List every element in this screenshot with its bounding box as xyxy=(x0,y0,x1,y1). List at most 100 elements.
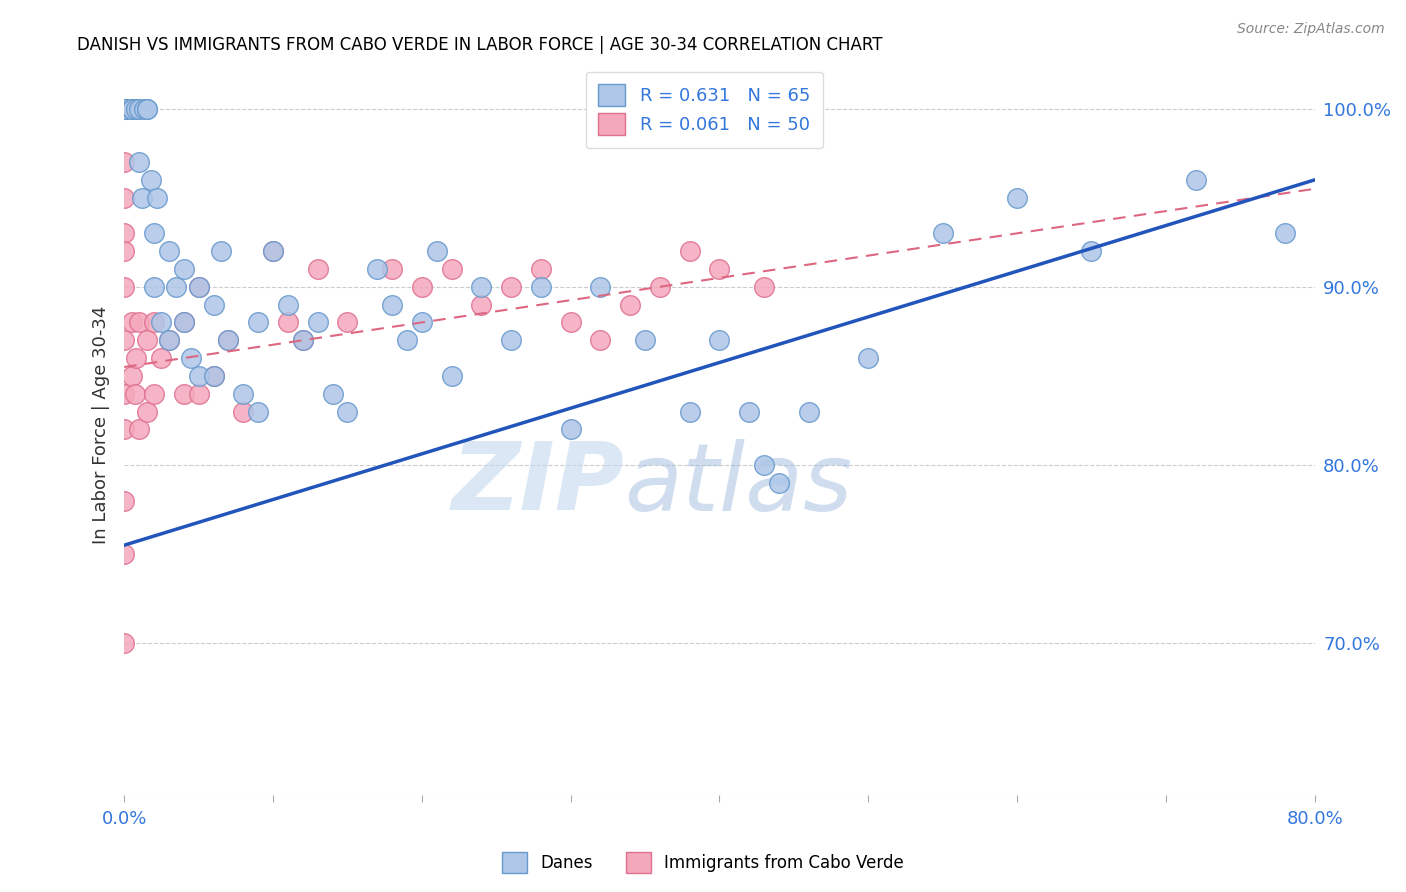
Point xyxy=(291,333,314,347)
Point xyxy=(135,102,157,116)
Point xyxy=(112,386,135,401)
Point xyxy=(634,333,657,347)
Point xyxy=(121,102,143,116)
Point xyxy=(139,173,162,187)
Point xyxy=(157,333,180,347)
Point xyxy=(125,102,148,116)
Point xyxy=(470,280,492,294)
Point xyxy=(143,227,166,241)
Point xyxy=(112,280,135,294)
Point xyxy=(112,422,135,436)
Point xyxy=(738,404,761,418)
Point xyxy=(797,404,820,418)
Point xyxy=(132,102,155,116)
Text: DANISH VS IMMIGRANTS FROM CABO VERDE IN LABOR FORCE | AGE 30-34 CORRELATION CHAR: DANISH VS IMMIGRANTS FROM CABO VERDE IN … xyxy=(77,36,883,54)
Point xyxy=(112,102,135,116)
Point xyxy=(143,315,166,329)
Point xyxy=(931,227,953,241)
Point xyxy=(232,386,254,401)
Point xyxy=(277,297,299,311)
Point xyxy=(277,315,299,329)
Point xyxy=(112,547,135,561)
Point xyxy=(146,191,169,205)
Point xyxy=(135,102,157,116)
Point xyxy=(501,333,523,347)
Point xyxy=(209,244,232,259)
Point xyxy=(336,315,359,329)
Point xyxy=(381,262,404,277)
Point xyxy=(679,244,702,259)
Legend: R = 0.631   N = 65, R = 0.061   N = 50: R = 0.631 N = 65, R = 0.061 N = 50 xyxy=(586,71,823,148)
Point xyxy=(124,386,146,401)
Point xyxy=(112,102,135,116)
Point xyxy=(589,280,612,294)
Point xyxy=(121,102,143,116)
Point xyxy=(121,368,143,383)
Point xyxy=(395,333,418,347)
Point xyxy=(150,315,173,329)
Point xyxy=(752,280,775,294)
Point xyxy=(411,315,433,329)
Point xyxy=(619,297,641,311)
Point xyxy=(307,262,329,277)
Point xyxy=(768,475,790,490)
Point xyxy=(648,280,671,294)
Point xyxy=(470,297,492,311)
Point xyxy=(135,333,157,347)
Point xyxy=(589,333,612,347)
Point xyxy=(247,404,270,418)
Point xyxy=(112,102,135,116)
Point xyxy=(112,191,135,205)
Text: Source: ZipAtlas.com: Source: ZipAtlas.com xyxy=(1237,22,1385,37)
Point xyxy=(336,404,359,418)
Point xyxy=(112,102,135,116)
Point xyxy=(217,333,239,347)
Point xyxy=(1005,191,1028,205)
Text: atlas: atlas xyxy=(624,439,852,530)
Point xyxy=(143,386,166,401)
Point xyxy=(121,102,143,116)
Point xyxy=(121,315,143,329)
Point xyxy=(150,351,173,365)
Point xyxy=(530,262,553,277)
Point xyxy=(307,315,329,329)
Point xyxy=(173,315,195,329)
Point xyxy=(440,368,463,383)
Point xyxy=(381,297,404,311)
Point xyxy=(530,280,553,294)
Point xyxy=(187,280,209,294)
Point xyxy=(143,280,166,294)
Point xyxy=(173,262,195,277)
Point xyxy=(262,244,284,259)
Point xyxy=(128,315,150,329)
Point xyxy=(173,386,195,401)
Point xyxy=(858,351,880,365)
Point xyxy=(440,262,463,277)
Point xyxy=(135,404,157,418)
Point xyxy=(232,404,254,418)
Point xyxy=(560,422,582,436)
Point xyxy=(560,315,582,329)
Point xyxy=(426,244,449,259)
Point xyxy=(165,280,187,294)
Point xyxy=(128,422,150,436)
Point xyxy=(112,102,135,116)
Point xyxy=(112,227,135,241)
Point xyxy=(709,333,731,347)
Point xyxy=(157,244,180,259)
Point xyxy=(291,333,314,347)
Point xyxy=(112,155,135,169)
Point xyxy=(125,351,148,365)
Point xyxy=(202,297,225,311)
Point xyxy=(112,636,135,650)
Point xyxy=(262,244,284,259)
Point xyxy=(112,244,135,259)
Point xyxy=(187,280,209,294)
Point xyxy=(679,404,702,418)
Point xyxy=(187,368,209,383)
Y-axis label: In Labor Force | Age 30-34: In Labor Force | Age 30-34 xyxy=(93,306,110,544)
Legend: Danes, Immigrants from Cabo Verde: Danes, Immigrants from Cabo Verde xyxy=(495,846,911,880)
Point xyxy=(247,315,270,329)
Text: ZIP: ZIP xyxy=(451,438,624,530)
Point xyxy=(366,262,388,277)
